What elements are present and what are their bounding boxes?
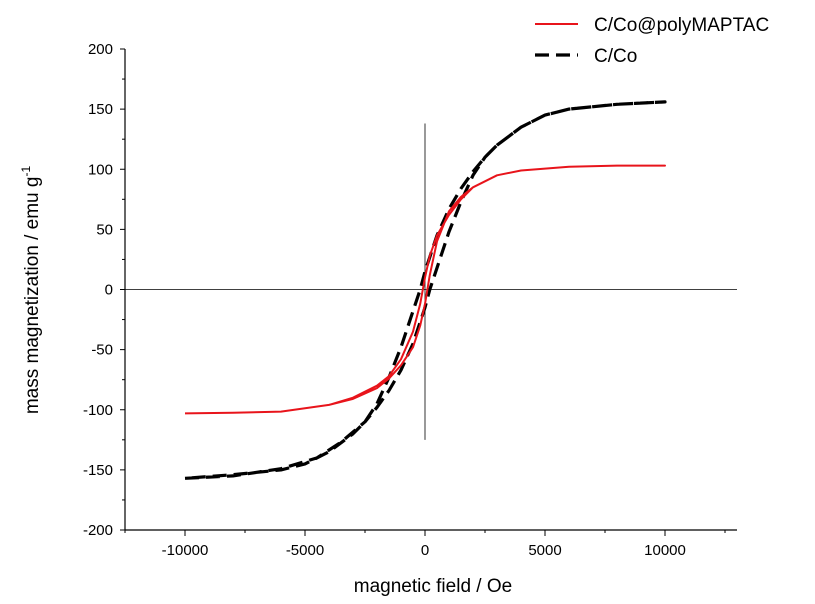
- x-tick-label: 10000: [644, 542, 686, 559]
- y-tick-label: 150: [88, 101, 113, 118]
- x-tick-label: -5000: [286, 542, 324, 559]
- x-tick-label: 5000: [528, 542, 561, 559]
- y-tick-label: 50: [96, 221, 113, 238]
- ticks: -200 -150 -100 -50 0 50 100 150 200 -10000 -5000 0 5…: [83, 41, 726, 559]
- y-tick-label: 0: [105, 282, 113, 299]
- y-axis-title: mass magnetization / emu g-1: [19, 166, 43, 415]
- zero-axes: [125, 123, 737, 440]
- x-tick-label: 0: [421, 542, 429, 559]
- legend: C/Co@polyMAPTAC C/Co: [535, 15, 769, 67]
- x-axis-title: magnetic field / Oe: [354, 576, 512, 597]
- y-tick-label: -200: [83, 522, 113, 539]
- y-tick-label: 100: [88, 161, 113, 178]
- y-tick-label: 200: [88, 41, 113, 58]
- legend-label-C-Co-polyMAPTAC: C/Co@polyMAPTAC: [594, 15, 769, 36]
- data-series: [184, 100, 667, 480]
- y-axis-title-superscript: -1: [19, 166, 33, 177]
- x-tick-label: -10000: [162, 542, 209, 559]
- legend-label-C-Co: C/Co: [594, 46, 637, 67]
- y-tick-label: -150: [83, 462, 113, 479]
- y-axis-title-main: mass magnetization / emu g: [22, 177, 43, 415]
- series-line-C-Co-polyMAPTAC: [184, 164, 666, 415]
- y-tick-label: -50: [91, 342, 113, 359]
- series-line-C-Co: [184, 100, 667, 480]
- y-tick-label: -100: [83, 402, 113, 419]
